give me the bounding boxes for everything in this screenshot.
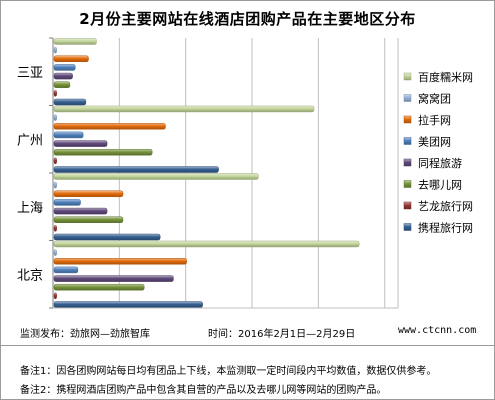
bar-上海-艺龙旅行网 [53, 225, 57, 232]
legend-label: 携程旅行网 [418, 221, 473, 235]
chart-title: 2月份主要网站在线酒店团购产品在主要地区分布 [79, 10, 416, 28]
bar-北京-美团网 [53, 266, 79, 274]
bar-上海-同程旅游 [53, 207, 108, 215]
bar-北京-窝窝团 [53, 249, 57, 256]
legend-label: 窝窝团 [418, 92, 451, 106]
grid [118, 38, 399, 308]
bar-广州-百度糯米网 [53, 105, 315, 113]
bar-上海-拉手网 [53, 190, 124, 198]
bar-广州-去哪儿网 [53, 148, 153, 156]
bar-广州-美团网 [53, 131, 84, 139]
legend-label: 同程旅游 [418, 156, 462, 170]
bar-北京-艺龙旅行网 [53, 292, 57, 300]
bar-北京-去哪儿网 [53, 283, 145, 291]
bar-广州-携程旅行网 [53, 166, 219, 173]
bar-上海-去哪儿网 [53, 216, 124, 223]
bar-三亚-窝窝团 [53, 46, 57, 54]
category-label: 三亚 [17, 66, 43, 81]
bar-广州-同程旅游 [53, 140, 108, 147]
legend-swatch [403, 115, 412, 124]
bar-广州-艺龙旅行网 [53, 157, 57, 165]
bar-广州-窝窝团 [53, 114, 57, 121]
bar-三亚-拉手网 [53, 55, 89, 63]
bar-北京-同程旅游 [53, 275, 174, 282]
legend-swatch [403, 72, 412, 81]
bar-上海-携程旅行网 [53, 233, 161, 241]
legend-label: 美团网 [418, 136, 451, 149]
bar-三亚-美团网 [53, 64, 76, 71]
bar-北京-百度糯米网 [53, 240, 360, 248]
legend-swatch [403, 201, 412, 210]
legend-label: 拉手网 [418, 113, 451, 127]
bar-三亚-携程旅行网 [53, 98, 87, 106]
legend-label: 艺龙旅行网 [418, 199, 473, 213]
category-label: 广州 [17, 133, 43, 148]
bar-北京-拉手网 [53, 258, 187, 265]
legend-swatch [403, 223, 412, 231]
bar-上海-窝窝团 [53, 181, 57, 189]
site-url: www.ctcnn.com [398, 325, 477, 336]
legend-label: 去哪儿网 [418, 179, 462, 192]
category-label: 北京 [17, 268, 43, 283]
legend-label: 百度糯米网 [418, 70, 473, 84]
bar-三亚-艺龙旅行网 [53, 90, 57, 97]
bar-广州-拉手网 [53, 123, 166, 130]
legend-swatch [403, 158, 412, 167]
bar-三亚-去哪儿网 [53, 81, 71, 88]
note-1: 备注1：因各团购网站每日均有团品上下线，本监测取一定时间段内平均数值，数据仅供参… [20, 366, 437, 377]
bar-北京-携程旅行网 [53, 301, 203, 308]
bar-三亚-同程旅游 [53, 72, 73, 80]
bar-上海-百度糯米网 [53, 173, 259, 180]
bar-上海-美团网 [53, 199, 81, 206]
time-label: 时间：2016年2月1日—2月29日 [208, 329, 356, 340]
category-label: 上海 [17, 201, 43, 216]
divider [0, 345, 495, 346]
bar-三亚-百度糯米网 [53, 38, 97, 45]
legend-swatch [403, 180, 412, 188]
source-label: 监测发布：劲旅网—劲旅智库 [20, 329, 150, 340]
legend-swatch [403, 137, 412, 145]
note-2: 备注2：携程网酒店团购产品中包含其自营的产品以及去哪儿网等网站的团购产品。 [20, 385, 387, 396]
legend-swatch [403, 94, 412, 102]
bars [53, 38, 360, 308]
